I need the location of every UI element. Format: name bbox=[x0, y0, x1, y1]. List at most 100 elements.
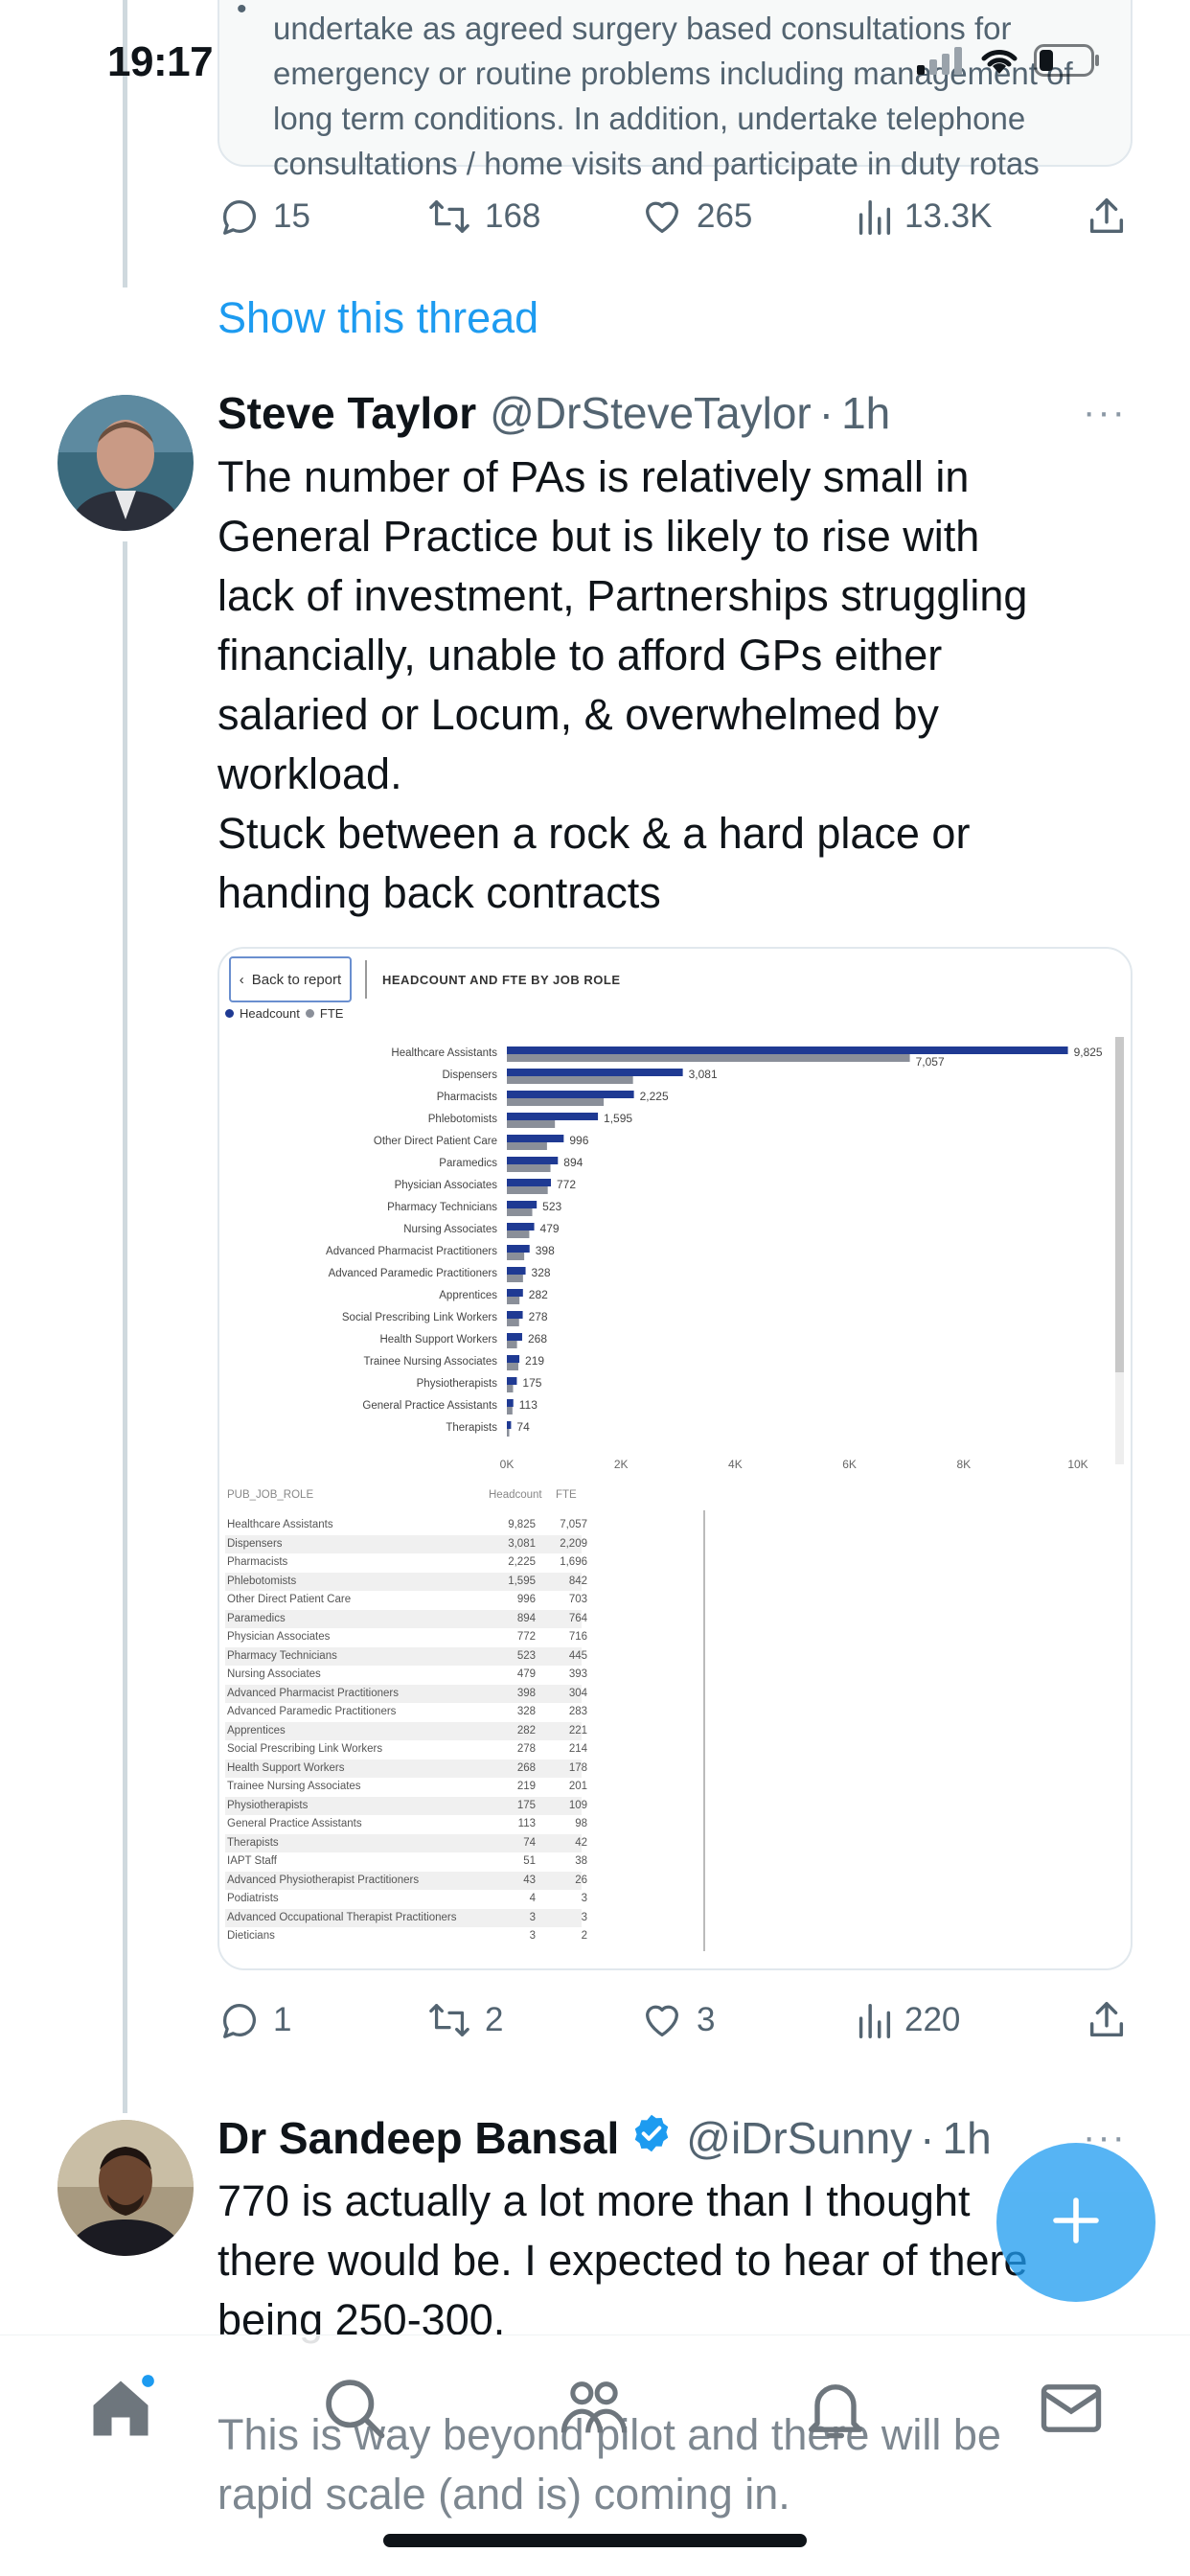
legend-headcount-dot bbox=[225, 1009, 234, 1018]
data-label: 113 bbox=[519, 1398, 538, 1412]
cell-role: Podiatrists bbox=[227, 1893, 279, 1904]
repost-button[interactable]: 168 bbox=[425, 195, 540, 239]
views-button[interactable]: 220 bbox=[855, 1998, 960, 2042]
cell-headcount: 772 bbox=[516, 1631, 536, 1643]
bar-headcount bbox=[507, 1333, 522, 1341]
reply-button[interactable]: 15 bbox=[217, 195, 310, 239]
cell-role: Advanced Paramedic Practitioners bbox=[227, 1706, 397, 1717]
table-row: Podiatrists 4 3 bbox=[225, 1890, 587, 1909]
cell-headcount: 175 bbox=[516, 1799, 536, 1811]
bar-headcount bbox=[507, 1091, 634, 1098]
col-headcount: Headcount bbox=[489, 1489, 542, 1501]
table-row: General Practice Assistants 113 98 bbox=[225, 1815, 587, 1834]
table-row: Nursing Associates 479 393 bbox=[225, 1666, 587, 1685]
bar-headcount bbox=[507, 1355, 520, 1363]
category-label: Dispensers bbox=[442, 1070, 497, 1081]
author-name[interactable]: Steve Taylor bbox=[217, 388, 477, 438]
repost-icon bbox=[425, 1998, 473, 2042]
cell-role: General Practice Assistants bbox=[227, 1818, 362, 1829]
table-row: Advanced Paramedic Practitioners 328 283 bbox=[225, 1703, 587, 1722]
table-row: Trainee Nursing Associates 219 201 bbox=[225, 1778, 587, 1797]
views-icon bbox=[855, 195, 893, 239]
battery-icon bbox=[1034, 44, 1101, 81]
nav-home[interactable] bbox=[84, 2372, 157, 2450]
data-label: 268 bbox=[528, 1332, 547, 1346]
tweet-line: lack of investment, Partnerships struggl… bbox=[217, 571, 1028, 620]
table-row: Paramedics 894 764 bbox=[225, 1609, 587, 1628]
category-label: Phlebotomists bbox=[428, 1114, 497, 1125]
cell-role: Advanced Pharmacist Practitioners bbox=[227, 1687, 399, 1699]
tweet-line: handing back contracts bbox=[217, 868, 661, 917]
repost-count: 2 bbox=[485, 2001, 504, 2038]
report-title: HEADCOUNT AND FTE BY JOB ROLE bbox=[382, 972, 621, 987]
table-row: Advanced Occupational Therapist Practiti… bbox=[225, 1908, 587, 1927]
thread-line-top bbox=[123, 0, 127, 288]
views-button[interactable]: 13.3K bbox=[855, 195, 992, 239]
bar-fte bbox=[507, 1142, 547, 1150]
bar-fte bbox=[507, 1341, 517, 1348]
share-button[interactable] bbox=[1085, 195, 1129, 239]
quoted-line: long term conditions. In addition, under… bbox=[273, 101, 1026, 136]
bell-icon bbox=[799, 2384, 872, 2449]
data-label: 2,225 bbox=[640, 1090, 669, 1103]
avatar-steve-taylor[interactable] bbox=[57, 395, 194, 531]
bar-headcount bbox=[507, 1069, 683, 1076]
chart-scrollbar[interactable] bbox=[1115, 1037, 1124, 1372]
tweet-line: there would be. I expected to hear of th… bbox=[217, 2236, 1028, 2285]
bar-headcount bbox=[507, 1421, 512, 1429]
bar-fte bbox=[507, 1275, 523, 1282]
table-row: Phlebotomists 1,595 842 bbox=[225, 1572, 587, 1591]
nav-communities[interactable] bbox=[558, 2372, 630, 2450]
verified-badge-icon bbox=[630, 2112, 673, 2165]
cell-headcount: 278 bbox=[516, 1743, 536, 1755]
like-button[interactable]: 265 bbox=[639, 195, 752, 239]
tweet-time[interactable]: 1h bbox=[942, 2113, 992, 2163]
nav-search[interactable] bbox=[318, 2372, 391, 2450]
avatar-sandeep-bansal[interactable] bbox=[57, 2120, 194, 2256]
tweet-time[interactable]: 1h bbox=[841, 388, 891, 438]
share-icon bbox=[1085, 1998, 1129, 2042]
tweet-image-report[interactable]: ‹ Back to report HEADCOUNT AND FTE BY JO… bbox=[217, 947, 1133, 1970]
cell-headcount: 4 bbox=[529, 1893, 536, 1904]
cell-headcount: 74 bbox=[523, 1836, 536, 1849]
bar-fte bbox=[507, 1253, 525, 1260]
author-handle[interactable]: @iDrSunny bbox=[686, 2113, 913, 2163]
reply-button[interactable]: 1 bbox=[217, 1998, 291, 2042]
share-icon bbox=[1085, 195, 1129, 239]
like-button[interactable]: 3 bbox=[639, 1998, 715, 2042]
share-button[interactable] bbox=[1085, 1998, 1129, 2042]
repost-count: 168 bbox=[485, 197, 541, 235]
nav-notifications[interactable] bbox=[799, 2372, 872, 2450]
cell-fte: 201 bbox=[568, 1781, 587, 1792]
bar-fte bbox=[507, 1186, 548, 1194]
bar-chart: Healthcare Assistants 9,825 Dispensers 3,08… bbox=[326, 1046, 1103, 1471]
cell-role: Healthcare Assistants bbox=[227, 1519, 333, 1530]
cell-fte: 2 bbox=[581, 1930, 587, 1942]
cell-fte: 1,696 bbox=[560, 1556, 587, 1568]
cell-headcount: 9,825 bbox=[508, 1519, 536, 1530]
plus-icon bbox=[1049, 2194, 1103, 2252]
bar-fte bbox=[507, 1208, 533, 1216]
quoted-card[interactable]: • undertake as agreed surgery based cons… bbox=[217, 0, 1133, 181]
show-thread-link[interactable]: Show this thread bbox=[217, 293, 539, 342]
home-indicator[interactable] bbox=[383, 2534, 807, 2547]
cell-fte: 98 bbox=[575, 1818, 587, 1829]
bar-headcount bbox=[507, 1399, 514, 1407]
tweet-line: General Practice but is likely to rise w… bbox=[217, 512, 980, 561]
more-options-icon[interactable]: ··· bbox=[1083, 391, 1127, 433]
cell-role: Social Prescribing Link Workers bbox=[227, 1743, 383, 1755]
reply-count: 1 bbox=[273, 2001, 292, 2038]
views-icon bbox=[855, 1998, 893, 2042]
nav-messages[interactable] bbox=[1035, 2372, 1108, 2450]
repost-button[interactable]: 2 bbox=[425, 1998, 503, 2042]
compose-button[interactable] bbox=[996, 2143, 1156, 2302]
cell-fte: 304 bbox=[568, 1687, 587, 1699]
tweet2-text-continued: This is way beyond pilot and there will … bbox=[217, 2405, 1137, 2524]
legend-fte-dot bbox=[305, 1009, 314, 1018]
cell-role: Phlebotomists bbox=[227, 1575, 297, 1587]
cell-fte: 26 bbox=[575, 1874, 587, 1886]
tweet-line: 770 is actually a lot more than I though… bbox=[217, 2176, 971, 2225]
author-name[interactable]: Dr Sandeep Bansal bbox=[217, 2113, 620, 2163]
data-label: 328 bbox=[532, 1266, 551, 1279]
author-handle[interactable]: @DrSteveTaylor bbox=[490, 388, 812, 438]
